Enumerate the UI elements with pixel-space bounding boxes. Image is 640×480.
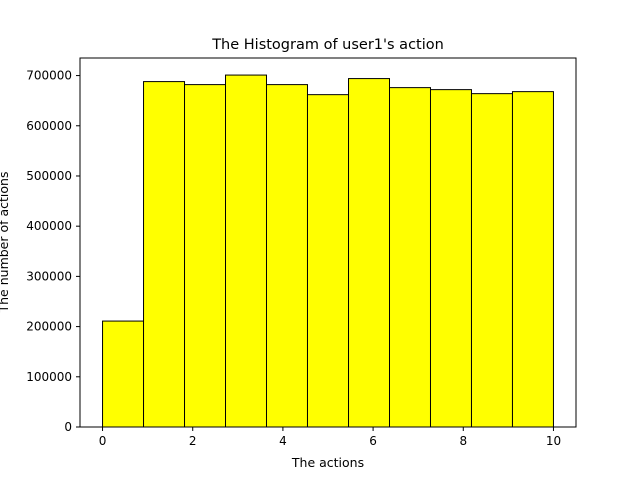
histogram-bar [348, 78, 391, 428]
histogram-bar [306, 94, 350, 428]
y-tick-label: 100000 [26, 370, 72, 384]
histogram-bar [143, 81, 186, 428]
y-axis-label: The number of actions [0, 172, 11, 314]
x-tick-label: 0 [99, 434, 107, 448]
x-tick-label: 8 [459, 434, 467, 448]
x-axis-ticks: 0 2 4 6 8 10 [99, 427, 561, 448]
y-tick-label: 500000 [26, 169, 72, 183]
histogram-bar [225, 74, 267, 428]
histogram-bar [470, 93, 513, 428]
x-tick-label: 4 [279, 434, 287, 448]
y-tick-label: 300000 [26, 269, 72, 283]
y-tick-label: 700000 [26, 69, 72, 83]
y-tick-label: 400000 [26, 219, 72, 233]
histogram-bar [511, 91, 554, 428]
x-tick-label: 6 [369, 434, 377, 448]
y-tick-label: 600000 [26, 119, 72, 133]
x-tick-label: 2 [189, 434, 197, 448]
histogram-bar [265, 84, 308, 428]
x-tick-label: 10 [546, 434, 561, 448]
histogram-bar [102, 320, 145, 428]
histogram-bar [184, 84, 227, 428]
y-axis-ticks: 0 100000 200000 300000 400000 500000 600000 700… [26, 69, 80, 434]
x-axis-label: The actions [291, 455, 364, 470]
histogram-bar [389, 87, 431, 428]
histogram-bar [429, 89, 472, 428]
y-tick-label: 0 [64, 420, 72, 434]
y-tick-label: 200000 [26, 320, 72, 334]
bars-group [102, 74, 554, 428]
plot-frame [79, 57, 577, 428]
chart-title: The Histogram of user1's action [211, 37, 444, 53]
